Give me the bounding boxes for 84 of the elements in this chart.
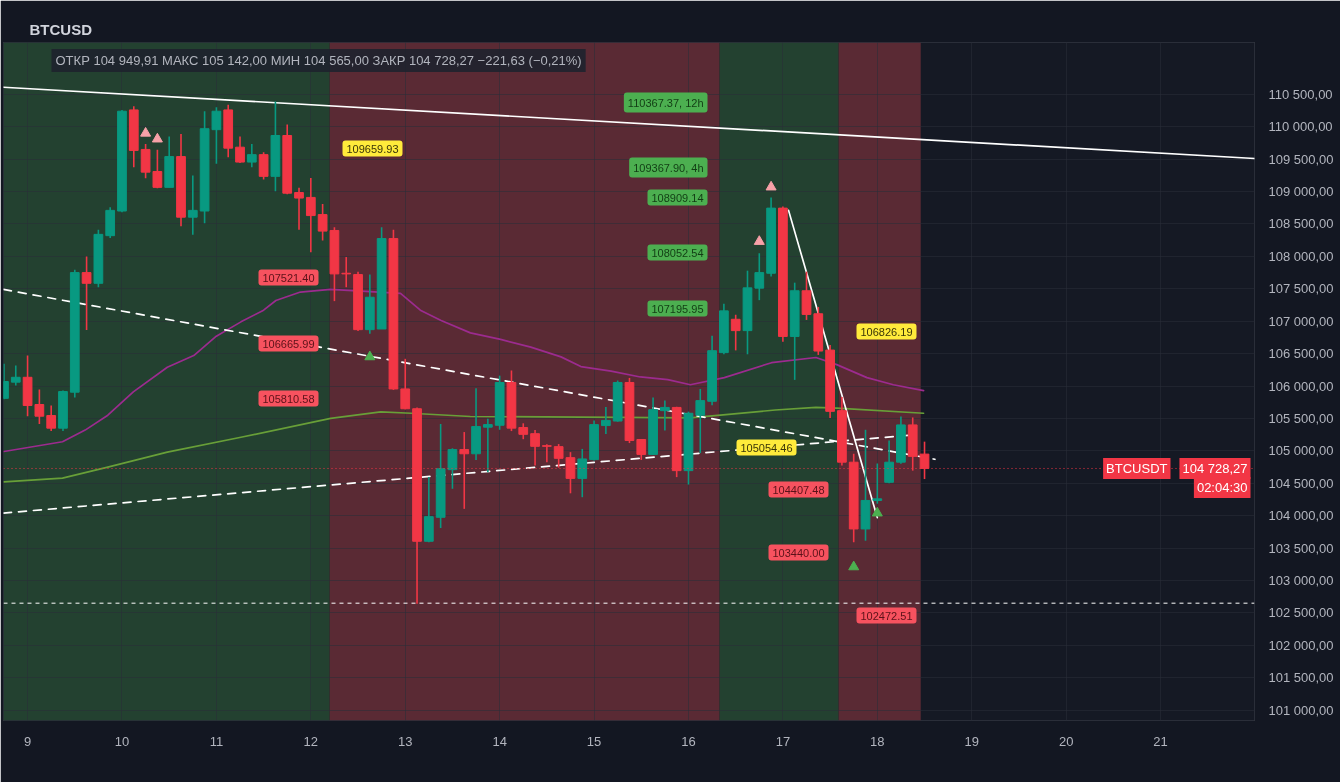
y-tick-label: 109 500,00: [1268, 151, 1334, 167]
candlestick: [577, 448, 588, 498]
y-tick-label: 107 500,00: [1268, 281, 1334, 297]
candlestick: [305, 177, 316, 253]
x-tick-label: 20: [1058, 733, 1074, 749]
annotation: 105054.46: [740, 441, 793, 454]
candlestick: [400, 358, 411, 411]
x-tick-label: 10: [114, 733, 130, 749]
annotation: 109367.90, 4h: [633, 161, 704, 174]
x-tick-label: 12: [303, 733, 319, 749]
candlestick: [46, 404, 57, 432]
candlestick: [235, 135, 245, 164]
y-tick-label: 104 500,00: [1268, 475, 1334, 491]
x-tick-label: 18: [870, 733, 885, 749]
point: [753, 235, 765, 245]
candlestick: [482, 417, 493, 474]
y-tick-label: 106 500,00: [1268, 346, 1334, 362]
candlestick: [530, 429, 540, 467]
candlestick: [636, 438, 647, 461]
annotation: 108052.54: [651, 246, 704, 259]
x-tick-label: 16: [681, 733, 696, 749]
x-tick-label: 14: [492, 733, 507, 749]
annotation: 108909.14: [651, 191, 704, 204]
candlestick: [341, 256, 352, 288]
y-tick-label: 108 000,00: [1268, 248, 1334, 264]
candlestick: [660, 399, 670, 432]
y-tick-label: 101 500,00: [1268, 670, 1334, 686]
annotation: 110367.37, 12h: [627, 96, 704, 109]
annotation: 105810.58: [262, 392, 315, 405]
candlestick: [730, 313, 741, 352]
candlestick: [81, 255, 92, 331]
chart-title: BTCUSD: [29, 20, 93, 38]
annotation: 104407.48: [772, 483, 825, 496]
x-tick-label: 11: [209, 733, 224, 749]
point: [151, 132, 163, 143]
x-tick-label: 9: [23, 733, 32, 749]
y-tick-label: 109 000,00: [1268, 184, 1334, 200]
y-tick-label: 108 500,00: [1268, 216, 1334, 232]
y-tick-label: 104 000,00: [1268, 508, 1334, 524]
candlestick: [187, 174, 198, 236]
point: [364, 350, 376, 361]
y-tick-label: 102 000,00: [1268, 637, 1334, 653]
annotation: 107195.95: [651, 302, 704, 315]
annotation: 106665.99: [262, 337, 315, 350]
annotation: 106826.19: [860, 325, 913, 338]
point: [871, 506, 883, 517]
candlestick: [246, 143, 257, 169]
text: ОТКР 104 949,91 МАКС 105 142,00 МИН 104 565,00 ЗАКР 104 728,27 −221,63 (−0,21%): [55, 53, 582, 68]
x-tick-label: 17: [775, 733, 791, 749]
y-tick-label: 106 000,00: [1268, 378, 1334, 394]
point: [140, 126, 152, 137]
x-tick-label: 15: [586, 733, 602, 749]
ref-line-label: BTCUSDT: [1106, 460, 1168, 476]
y-tick-label: 110 500,00: [1268, 86, 1333, 102]
x-tick-label: 13: [398, 733, 413, 749]
annotation: 102472.51: [860, 609, 913, 622]
y-tick-label: 105 500,00: [1268, 410, 1334, 426]
line-series: [3, 406, 925, 483]
annotation: 107521.40: [262, 271, 315, 284]
candlestick: [801, 270, 812, 321]
candlestick: [294, 186, 304, 231]
point: [848, 560, 860, 571]
candlestick: [541, 443, 552, 463]
candlestick: [553, 443, 564, 469]
y-tick-label: 110 000,00: [1268, 119, 1333, 135]
candlestick: [601, 406, 611, 435]
point: [765, 180, 777, 191]
annotation: 103440.00: [772, 546, 825, 559]
x-tick-label: 21: [1153, 733, 1168, 749]
y-tick-label: 103 000,00: [1268, 572, 1334, 588]
y-tick-label: 103 500,00: [1268, 540, 1334, 556]
candlestick: [754, 252, 765, 301]
candlestick: [258, 151, 269, 181]
candlestick: [695, 388, 706, 454]
y-tick-label: 102 500,00: [1268, 605, 1334, 621]
y-tick-label: 101 000,00: [1268, 702, 1334, 718]
candlestick: [10, 364, 21, 387]
y-tick-label: 107 000,00: [1268, 313, 1334, 329]
annotation: 02:04:30: [1196, 479, 1248, 495]
x-tick-label: 19: [964, 733, 979, 749]
annotation: 109659.93: [346, 142, 399, 155]
candlestick: [884, 439, 894, 485]
y-tick-label: 105 000,00: [1268, 443, 1334, 459]
annotation: 104 728,27: [1182, 460, 1248, 476]
